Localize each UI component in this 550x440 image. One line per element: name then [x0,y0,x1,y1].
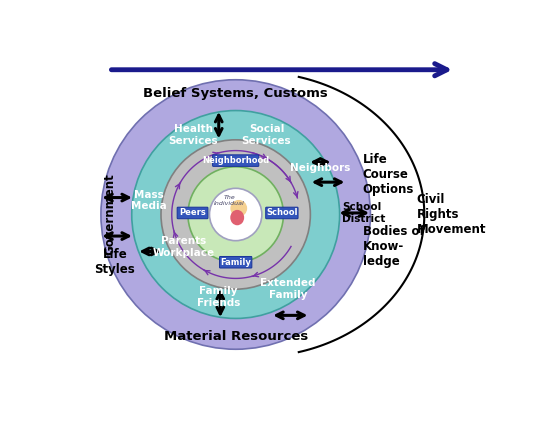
Text: Government: Government [103,174,117,255]
Text: Social
Services: Social Services [241,125,292,146]
Circle shape [231,201,246,216]
Text: Peers: Peers [179,209,206,217]
Text: Health
Services: Health Services [168,125,218,146]
Ellipse shape [131,110,340,319]
Text: Life
Course
Options: Life Course Options [363,153,414,196]
Text: Belief Systems, Customs: Belief Systems, Customs [144,87,328,100]
Text: School
District: School District [342,202,386,224]
Text: Family
Friends: Family Friends [197,286,240,308]
FancyBboxPatch shape [266,207,298,219]
FancyBboxPatch shape [212,155,259,166]
Text: Mass
Media: Mass Media [131,190,167,212]
Text: Neighbors: Neighbors [290,163,350,173]
Text: Material Resources: Material Resources [163,330,308,344]
FancyBboxPatch shape [177,207,208,219]
FancyBboxPatch shape [219,257,252,268]
Text: Bodies of
Know-
ledge: Bodies of Know- ledge [363,225,425,268]
Text: The
Individual: The Individual [214,195,245,206]
Text: Civil
Rights
Movement: Civil Rights Movement [417,193,486,236]
Text: Extended
Family: Extended Family [260,279,316,300]
Ellipse shape [101,80,371,349]
Text: Family: Family [220,258,251,267]
Ellipse shape [210,188,262,241]
Text: Life
Styles: Life Styles [95,248,135,276]
Ellipse shape [161,140,310,289]
Text: Parents
Workplace: Parents Workplace [152,236,214,258]
Text: Neighborhood: Neighborhood [202,156,270,165]
Text: School: School [266,209,298,217]
Ellipse shape [188,167,283,262]
Ellipse shape [230,210,244,225]
